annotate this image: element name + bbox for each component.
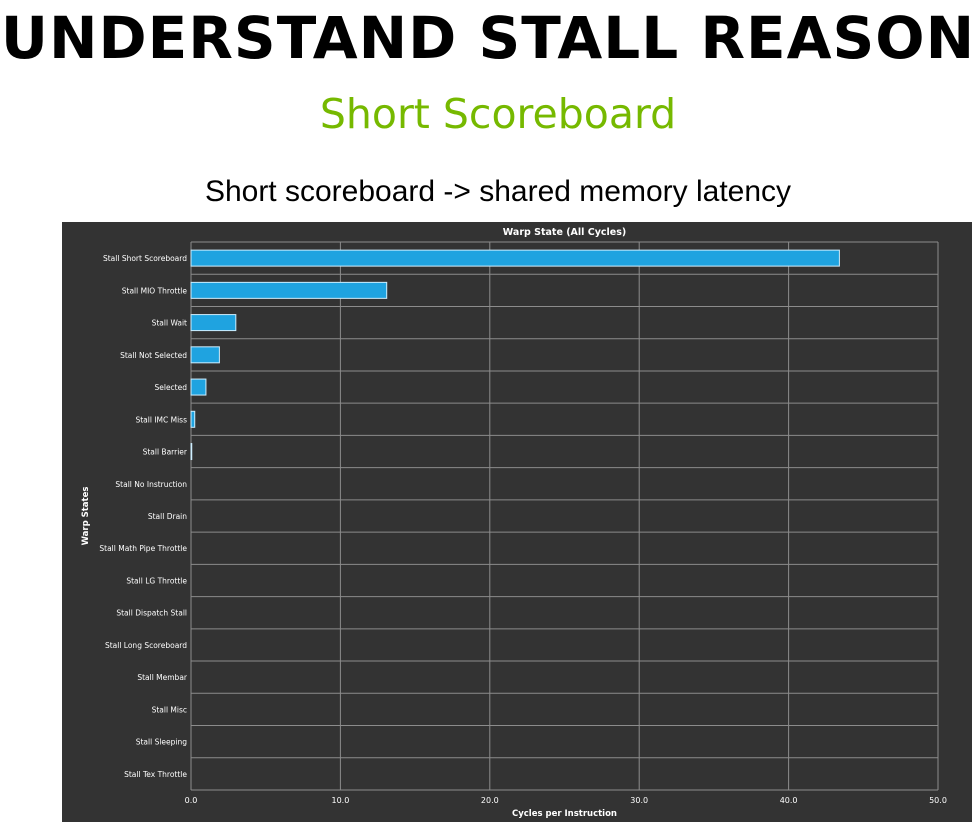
x-tick-label: 0.0: [185, 796, 198, 805]
x-tick-label: 50.0: [929, 796, 947, 805]
y-tick-label: Stall Membar: [137, 673, 188, 682]
x-tick-label: 30.0: [630, 796, 648, 805]
chart-title: Warp State (All Cycles): [503, 227, 626, 238]
bar: [190, 410, 196, 428]
bar: [190, 443, 193, 461]
bar: [190, 249, 840, 267]
y-tick-label: Stall Math Pipe Throttle: [99, 544, 187, 553]
chart-background: [62, 222, 972, 822]
x-axis-label: Cycles per Instruction: [512, 809, 617, 819]
y-tick-label: Stall Long Scoreboard: [105, 641, 187, 650]
slide-subtitle: Short Scoreboard: [319, 90, 677, 138]
bar: [190, 314, 237, 332]
y-tick-label: Selected: [154, 383, 187, 392]
warp-state-chart: Warp State (All Cycles) 0.0 10.0 20.0 30.0 40…: [62, 222, 972, 822]
y-tick-label: Stall Short Scoreboard: [103, 254, 187, 263]
y-tick-label: Stall Sleeping: [136, 738, 188, 747]
warp-state-chart-svg: Warp State (All Cycles) 0.0 10.0 20.0 30.0 40…: [62, 222, 972, 822]
x-tick-label: 40.0: [780, 796, 798, 805]
x-tick-label: 10.0: [331, 796, 349, 805]
y-tick-label: Stall Wait: [152, 319, 187, 328]
y-tick-label: Stall IMC Miss: [135, 415, 187, 424]
y-tick-label: Stall Barrier: [143, 448, 188, 457]
slide-caption: Short scoreboard -> shared memory latenc…: [204, 175, 792, 208]
y-tick-label: Stall No Instruction: [115, 480, 187, 489]
y-tick-label: Stall MIO Throttle: [122, 286, 188, 295]
y-axis-label: Warp States: [81, 487, 91, 546]
y-tick-label: Stall Not Selected: [120, 351, 187, 360]
bar: [190, 378, 207, 396]
y-tick-label: Stall Misc: [152, 705, 187, 714]
y-tick-label: Stall Tex Throttle: [124, 770, 187, 779]
y-tick-label: Stall LG Throttle: [126, 576, 187, 585]
bar: [190, 346, 220, 364]
x-tick-label: 20.0: [481, 796, 499, 805]
y-tick-label: Stall Drain: [148, 512, 187, 521]
y-tick-label: Stall Dispatch Stall: [116, 609, 187, 618]
slide-title: UNDERSTAND STALL REASON: [0, 4, 976, 72]
bar: [190, 281, 388, 299]
